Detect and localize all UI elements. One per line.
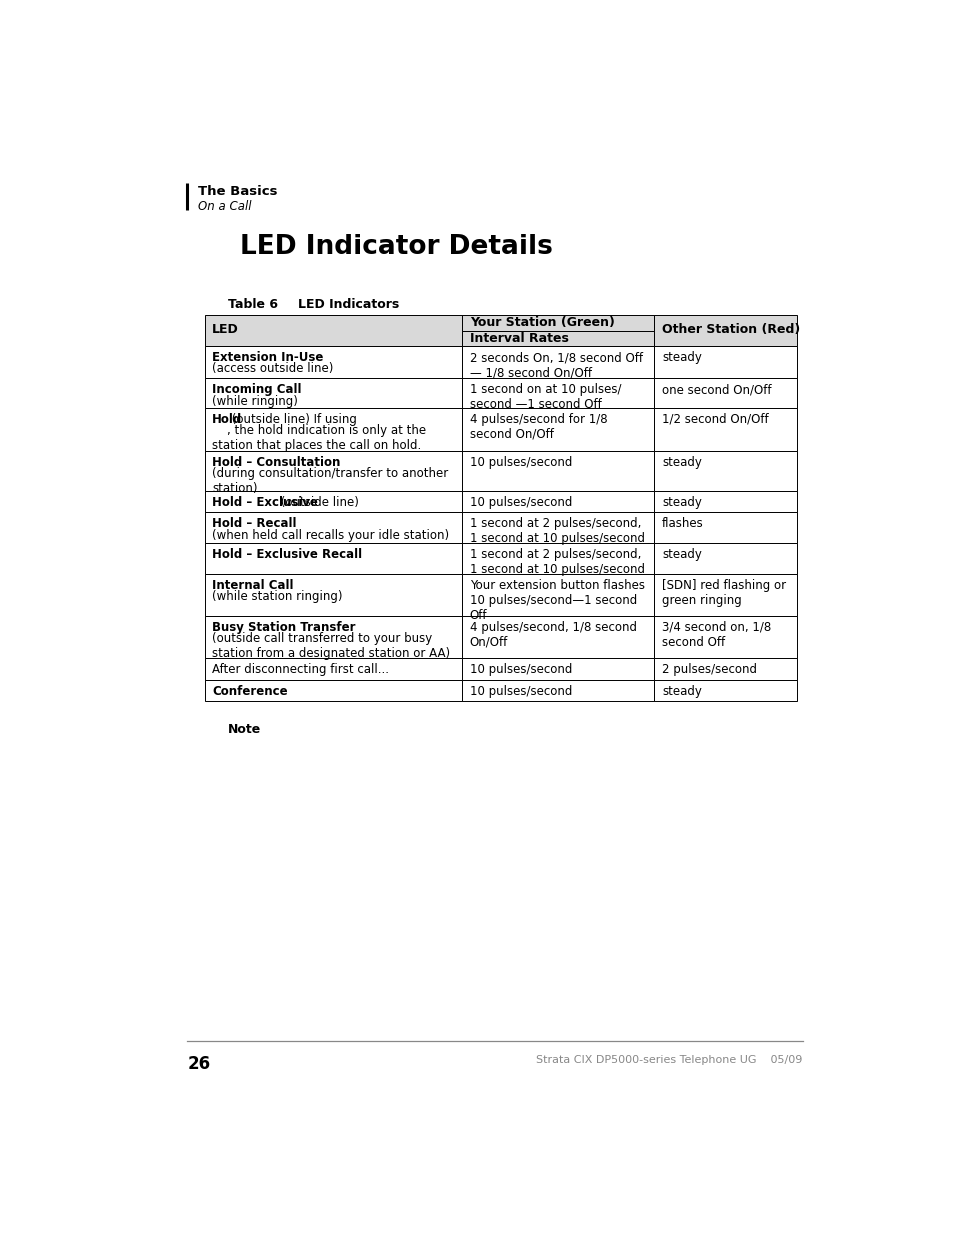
Text: 4 pulses/second for 1/8
second On/Off: 4 pulses/second for 1/8 second On/Off [469,412,607,441]
Text: LED Indicators: LED Indicators [297,298,398,310]
Text: Hold – Exclusive Recall: Hold – Exclusive Recall [212,548,362,561]
Bar [461,346,654,378]
Bar [461,490,654,513]
Text: , the hold indication is only at the
station that places the call on hold.: , the hold indication is only at the sta… [212,424,426,452]
Text: LED Indicator Details: LED Indicator Details [240,235,553,261]
Text: (during consultation/transfer to another
station): (during consultation/transfer to another… [212,467,448,495]
Text: 10 pulses/second: 10 pulses/second [469,684,572,698]
Bar [654,408,796,451]
Text: Busy Station Transfer: Busy Station Transfer [212,621,355,634]
Bar [654,378,796,408]
Bar [654,346,796,378]
Text: Table 6: Table 6 [228,298,277,310]
Bar [204,315,461,346]
Text: 3/4 second on, 1/8
second Off: 3/4 second on, 1/8 second Off [661,621,771,648]
Text: The Basics: The Basics [198,185,277,198]
Text: 10 pulses/second: 10 pulses/second [469,456,572,469]
Text: (outside call transferred to your busy
station from a designated station or AA): (outside call transferred to your busy s… [212,632,450,659]
Bar [654,451,796,490]
Text: Hold – Recall: Hold – Recall [212,517,296,530]
Text: (when held call recalls your idle station): (when held call recalls your idle statio… [212,529,449,542]
Text: 1/2 second On/Off: 1/2 second On/Off [661,412,768,426]
Bar [204,615,461,658]
Bar [654,543,796,574]
Bar [654,679,796,701]
Bar [204,543,461,574]
Bar [461,615,654,658]
Bar [461,513,654,543]
Bar [204,346,461,378]
Text: [SDN] red flashing or
green ringing: [SDN] red flashing or green ringing [661,579,785,608]
Bar [461,315,654,331]
Text: Incoming Call: Incoming Call [212,383,301,396]
Bar [654,658,796,679]
Text: 1 second at 2 pulses/second,
1 second at 10 pulses/second: 1 second at 2 pulses/second, 1 second at… [469,517,644,546]
Text: Conference: Conference [212,684,288,698]
Text: Interval Rates: Interval Rates [469,332,568,345]
Bar [461,451,654,490]
Bar [461,543,654,574]
Text: flashes: flashes [661,517,703,530]
Bar [204,408,461,451]
Bar [654,615,796,658]
Text: (while ringing): (while ringing) [212,395,297,408]
Text: (access outside line): (access outside line) [212,362,334,375]
Text: steady: steady [661,351,701,364]
Text: (while station ringing): (while station ringing) [212,590,342,603]
Text: steady: steady [661,548,701,561]
Text: On a Call: On a Call [198,200,252,212]
Text: steady: steady [661,456,701,469]
Bar [461,331,654,346]
Text: LED: LED [212,324,239,336]
Bar [461,574,654,615]
Text: Your extension button flashes
10 pulses/second—1 second
Off: Your extension button flashes 10 pulses/… [469,579,644,622]
Text: Hold: Hold [212,412,242,426]
Text: Note: Note [228,722,261,736]
Text: Other Station (Red): Other Station (Red) [661,324,800,336]
Text: Internal Call: Internal Call [212,579,294,592]
Text: 4 pulses/second, 1/8 second
On/Off: 4 pulses/second, 1/8 second On/Off [469,621,637,648]
Bar [204,378,461,408]
Text: 1 second on at 10 pulses/
second —1 second Off: 1 second on at 10 pulses/ second —1 seco… [469,383,620,411]
Text: (outside line): (outside line) [276,496,358,509]
Bar [654,490,796,513]
Text: Your Station (Green): Your Station (Green) [469,316,614,330]
Text: one second On/Off: one second On/Off [661,383,771,396]
Bar [461,408,654,451]
Bar [204,574,461,615]
Text: Extension In-Use: Extension In-Use [212,351,323,364]
Bar [461,658,654,679]
Bar [654,315,796,346]
Text: 2 seconds On, 1/8 second Off
— 1/8 second On/Off: 2 seconds On, 1/8 second Off — 1/8 secon… [469,351,642,379]
Text: Strata CIX DP5000-series Telephone UG    05/09: Strata CIX DP5000-series Telephone UG 05… [536,1055,802,1066]
Text: 1 second at 2 pulses/second,
1 second at 10 pulses/second: 1 second at 2 pulses/second, 1 second at… [469,548,644,577]
Bar [461,679,654,701]
Bar [461,378,654,408]
Text: steady: steady [661,684,701,698]
Bar [654,574,796,615]
Text: After disconnecting first call...: After disconnecting first call... [212,663,389,676]
Bar [204,658,461,679]
Text: Hold – Consultation: Hold – Consultation [212,456,340,469]
Text: 26: 26 [187,1055,211,1073]
Bar [204,490,461,513]
Text: 10 pulses/second: 10 pulses/second [469,496,572,509]
Text: (outside line) If using: (outside line) If using [228,412,356,426]
Text: steady: steady [661,496,701,509]
Text: 10 pulses/second: 10 pulses/second [469,663,572,676]
Bar [204,679,461,701]
Bar [654,513,796,543]
Text: 2 pulses/second: 2 pulses/second [661,663,757,676]
Bar [204,451,461,490]
Bar [204,513,461,543]
Text: Hold – Exclusive: Hold – Exclusive [212,496,317,509]
